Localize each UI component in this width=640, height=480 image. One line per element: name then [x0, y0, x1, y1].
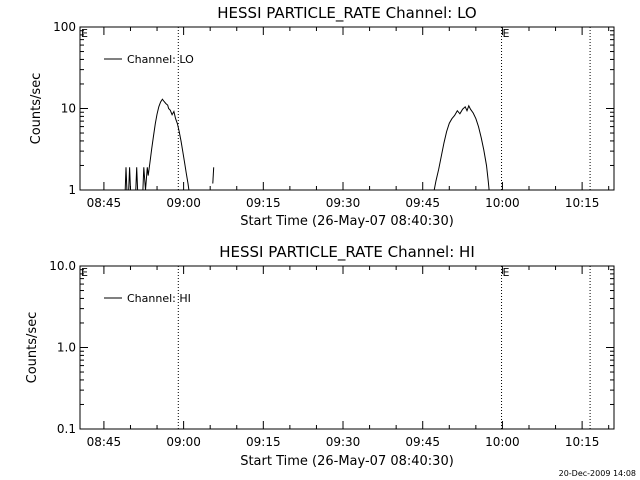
- chart-panel-1: HESSI PARTICLE_RATE Channel: LO 08:45 09:0…: [29, 4, 615, 229]
- y-tick-label: 1: [68, 183, 76, 197]
- x-tick-label: 09:45: [405, 196, 440, 210]
- data-series-line: [433, 104, 490, 191]
- event-marker-label: E: [503, 27, 510, 40]
- y-axis-label: Counts/sec: [25, 312, 40, 384]
- x-tick-label: 09:15: [246, 196, 281, 210]
- x-tick-label: 10:15: [565, 435, 600, 449]
- y-tick-label: 10: [61, 102, 76, 116]
- x-tick-label: 09:15: [246, 435, 281, 449]
- x-tick-label: 09:00: [166, 435, 201, 449]
- x-tick-label: 08:45: [87, 196, 122, 210]
- x-tick-label: 09:00: [166, 196, 201, 210]
- data-series-line: [135, 167, 139, 191]
- plot-frame: [79, 265, 615, 430]
- x-axis-label: Start Time (26-May-07 08:40:30): [240, 214, 454, 229]
- event-marker-label: E: [81, 27, 88, 40]
- x-tick-label: 09:45: [405, 435, 440, 449]
- legend-label: Channel: HI: [127, 292, 191, 305]
- x-tick-label: 10:00: [485, 435, 520, 449]
- event-marker-label: E: [503, 266, 510, 279]
- chart-title: HESSI PARTICLE_RATE Channel: HI: [219, 243, 475, 262]
- plot-frame: [79, 26, 615, 191]
- y-tick-label: 10.0: [49, 259, 76, 273]
- x-tick-label: 10:00: [485, 196, 520, 210]
- legend-label: Channel: LO: [127, 53, 194, 66]
- data-series-line: [142, 98, 190, 191]
- x-tick-label: 10:15: [565, 196, 600, 210]
- data-series-line: [124, 167, 131, 191]
- x-axis-label: Start Time (26-May-07 08:40:30): [240, 454, 454, 469]
- y-tick-label: 1.0: [57, 341, 76, 355]
- chart-panel-2: HESSI PARTICLE_RATE Channel: HI 08:45 09:0…: [25, 243, 615, 469]
- y-tick-label: 100: [53, 20, 76, 34]
- x-tick-label: 08:45: [87, 435, 122, 449]
- event-marker-label: E: [81, 266, 88, 279]
- chart-title: HESSI PARTICLE_RATE Channel: LO: [217, 4, 476, 23]
- x-tick-label: 09:30: [326, 196, 361, 210]
- footer-timestamp: 20-Dec-2009 14:08: [559, 469, 636, 478]
- data-series-line: [212, 167, 215, 184]
- y-axis-label: Counts/sec: [29, 73, 44, 145]
- x-tick-label: 09:30: [326, 435, 361, 449]
- y-tick-label: 0.1: [57, 422, 76, 436]
